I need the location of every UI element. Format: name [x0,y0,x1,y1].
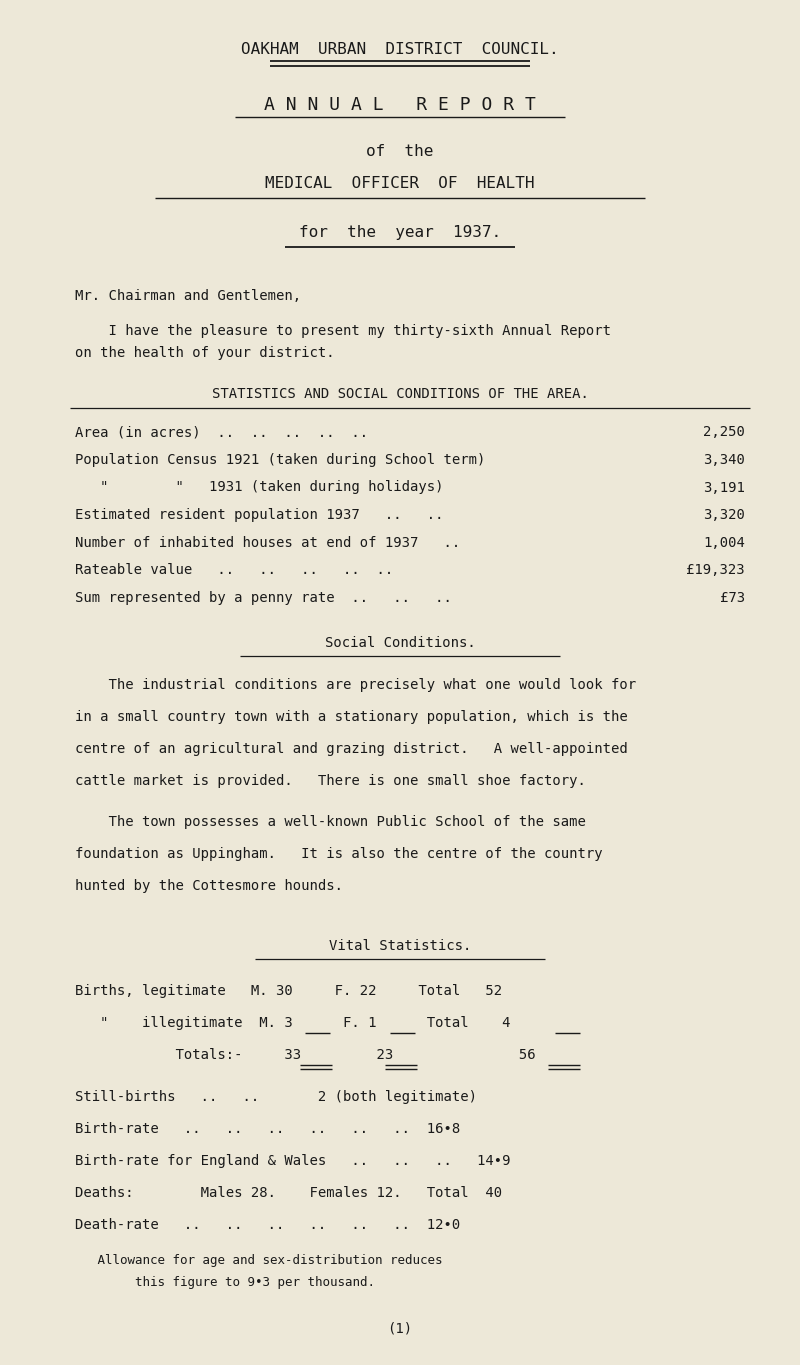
Text: 3,340: 3,340 [703,453,745,467]
Text: OAKHAM  URBAN  DISTRICT  COUNCIL.: OAKHAM URBAN DISTRICT COUNCIL. [241,42,559,57]
Text: Still-births   ..   ..       2 (both legitimate): Still-births .. .. 2 (both legitimate) [75,1091,477,1104]
Text: of  the: of the [366,145,434,160]
Text: 1,004: 1,004 [703,535,745,550]
Text: "    illegitimate  M. 3      F. 1      Total    4: " illegitimate M. 3 F. 1 Total 4 [75,1016,510,1031]
Text: 3,191: 3,191 [703,480,745,494]
Text: hunted by the Cottesmore hounds.: hunted by the Cottesmore hounds. [75,879,343,893]
Text: cattle market is provided.   There is one small shoe factory.: cattle market is provided. There is one … [75,774,586,788]
Text: Births, legitimate   M. 30     F. 22     Total   52: Births, legitimate M. 30 F. 22 Total 52 [75,984,502,998]
Text: Social Conditions.: Social Conditions. [325,636,475,650]
Text: A N N U A L   R E P O R T: A N N U A L R E P O R T [264,96,536,113]
Text: Birth-rate   ..   ..   ..   ..   ..   ..  16•8: Birth-rate .. .. .. .. .. .. 16•8 [75,1122,460,1136]
Text: Deaths:        Males 28.    Females 12.   Total  40: Deaths: Males 28. Females 12. Total 40 [75,1186,502,1200]
Text: this figure to 9•3 per thousand.: this figure to 9•3 per thousand. [75,1276,375,1289]
Text: Population Census 1921 (taken during School term): Population Census 1921 (taken during Sch… [75,453,486,467]
Text: Totals:-     33         23               56: Totals:- 33 23 56 [75,1048,536,1062]
Text: £73: £73 [720,591,745,605]
Text: The industrial conditions are precisely what one would look for: The industrial conditions are precisely … [75,678,636,692]
Text: Rateable value   ..   ..   ..   ..  ..: Rateable value .. .. .. .. .. [75,562,394,577]
Text: on the health of your district.: on the health of your district. [75,345,334,359]
Text: centre of an agricultural and grazing district.   A well-appointed: centre of an agricultural and grazing di… [75,743,628,756]
Text: Estimated resident population 1937   ..   ..: Estimated resident population 1937 .. .. [75,508,443,521]
Text: Birth-rate for England & Wales   ..   ..   ..   14•9: Birth-rate for England & Wales .. .. .. … [75,1153,510,1168]
Text: Sum represented by a penny rate  ..   ..   ..: Sum represented by a penny rate .. .. .. [75,591,452,605]
Text: in a small country town with a stationary population, which is the: in a small country town with a stationar… [75,710,628,723]
Text: I have the pleasure to present my thirty-sixth Annual Report: I have the pleasure to present my thirty… [75,324,611,337]
Text: foundation as Uppingham.   It is also the centre of the country: foundation as Uppingham. It is also the … [75,848,602,861]
Text: (1): (1) [387,1321,413,1335]
Text: 3,320: 3,320 [703,508,745,521]
Text: Vital Statistics.: Vital Statistics. [329,939,471,953]
Text: £19,323: £19,323 [686,562,745,577]
Text: Allowance for age and sex-distribution reduces: Allowance for age and sex-distribution r… [75,1254,442,1267]
Text: Number of inhabited houses at end of 1937   ..: Number of inhabited houses at end of 193… [75,535,460,550]
Text: 2,250: 2,250 [703,426,745,440]
Text: for  the  year  1937.: for the year 1937. [299,225,501,240]
Text: "        "   1931 (taken during holidays): " " 1931 (taken during holidays) [75,480,443,494]
Text: Mr. Chairman and Gentlemen,: Mr. Chairman and Gentlemen, [75,288,301,303]
Text: MEDICAL  OFFICER  OF  HEALTH: MEDICAL OFFICER OF HEALTH [266,176,534,191]
Text: Area (in acres)  ..  ..  ..  ..  ..: Area (in acres) .. .. .. .. .. [75,426,368,440]
Text: Death-rate   ..   ..   ..   ..   ..   ..  12•0: Death-rate .. .. .. .. .. .. 12•0 [75,1218,460,1233]
Text: The town possesses a well-known Public School of the same: The town possesses a well-known Public S… [75,815,586,829]
Text: STATISTICS AND SOCIAL CONDITIONS OF THE AREA.: STATISTICS AND SOCIAL CONDITIONS OF THE … [211,388,589,401]
